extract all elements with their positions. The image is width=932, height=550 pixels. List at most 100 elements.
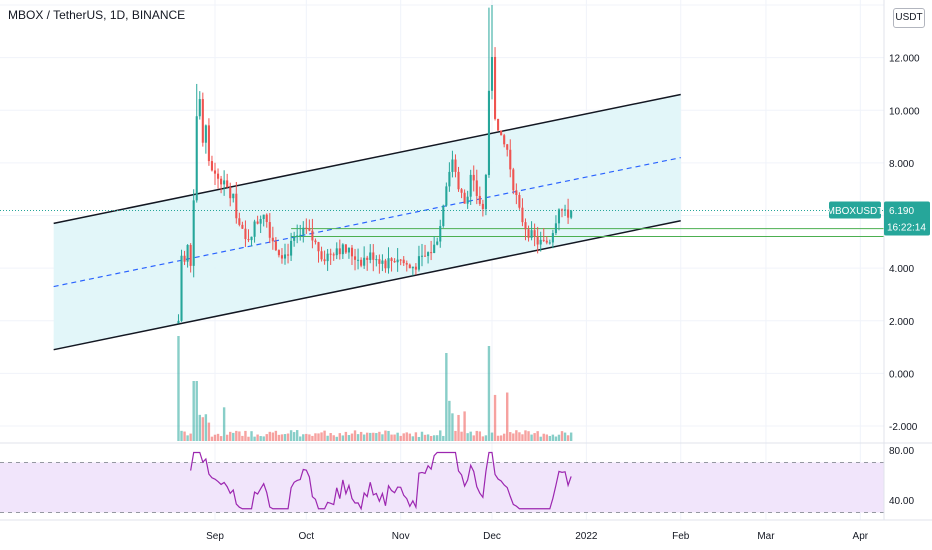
volume-bar bbox=[557, 434, 561, 441]
volume-bar bbox=[344, 431, 348, 441]
candle-body bbox=[548, 242, 551, 244]
volume-bar bbox=[445, 353, 448, 441]
volume-bar bbox=[569, 432, 573, 441]
candle-body bbox=[411, 266, 414, 269]
volume-bar bbox=[244, 430, 247, 441]
volume-bar bbox=[299, 436, 302, 441]
candle-body bbox=[244, 228, 247, 240]
candle-body bbox=[554, 223, 557, 234]
candle-body bbox=[527, 229, 530, 238]
volume-bar bbox=[235, 430, 238, 441]
candle-body bbox=[268, 222, 271, 238]
candle-body bbox=[420, 255, 424, 257]
candle-body bbox=[299, 234, 302, 236]
candle-body bbox=[399, 259, 402, 261]
channel-lower-line bbox=[53, 220, 681, 351]
volume-bar bbox=[372, 432, 375, 441]
volume-bar bbox=[274, 430, 278, 441]
candle-body bbox=[454, 159, 457, 172]
volume-bar bbox=[201, 417, 205, 441]
candle-body bbox=[350, 247, 354, 257]
volume-bar bbox=[229, 431, 232, 441]
rsi-tick-label: 40.00 bbox=[889, 496, 914, 507]
volume-bar bbox=[509, 432, 512, 441]
volume-bar bbox=[515, 430, 518, 441]
candle-body bbox=[274, 241, 277, 251]
candle-body bbox=[521, 207, 524, 223]
volume-bar bbox=[195, 381, 198, 441]
volume-bar bbox=[268, 431, 271, 441]
candle-body bbox=[360, 259, 363, 266]
candle-body bbox=[235, 193, 238, 219]
volume-bar bbox=[566, 435, 570, 441]
candle-body bbox=[524, 222, 527, 230]
price-tags: MBOXUSDT 6.190 16:22:14 bbox=[827, 201, 930, 236]
candle-body bbox=[378, 259, 381, 264]
candle-body bbox=[463, 192, 466, 204]
candle-body bbox=[177, 320, 180, 324]
price-tick-label: 12.000 bbox=[889, 54, 920, 65]
price-tick-label: 8.000 bbox=[889, 159, 914, 170]
currency-badge[interactable]: USDT bbox=[893, 8, 925, 28]
volume-bar bbox=[493, 394, 497, 441]
volume-bar bbox=[560, 431, 564, 441]
candle-body bbox=[375, 259, 378, 261]
candle-body bbox=[287, 254, 290, 256]
volume-bar bbox=[448, 400, 451, 441]
volume-bar bbox=[338, 433, 342, 441]
candle-body bbox=[518, 194, 521, 208]
candle-body bbox=[433, 244, 436, 254]
candle-body bbox=[423, 255, 427, 257]
volume-bar bbox=[198, 414, 201, 441]
candle-body bbox=[226, 180, 229, 188]
candle-body bbox=[408, 264, 411, 269]
candle-body bbox=[405, 263, 408, 265]
volume-bar bbox=[308, 434, 311, 441]
candle-body bbox=[220, 178, 223, 185]
volume-bar bbox=[399, 435, 402, 441]
volume-bar bbox=[390, 434, 393, 441]
candle-body bbox=[341, 244, 344, 255]
candle-body bbox=[293, 236, 296, 241]
volume-bar bbox=[247, 436, 250, 441]
candle-body bbox=[487, 90, 491, 175]
volume-bar bbox=[530, 434, 533, 441]
candle-body bbox=[247, 239, 250, 241]
candle-body bbox=[357, 259, 360, 261]
candle-body bbox=[460, 189, 463, 193]
candle-body bbox=[445, 186, 448, 206]
channel-midline bbox=[53, 157, 681, 288]
volume-bar bbox=[481, 436, 485, 441]
candle-body bbox=[427, 252, 430, 257]
volume-bar bbox=[439, 430, 442, 441]
volume-bar bbox=[265, 434, 268, 441]
volume-bar bbox=[238, 431, 241, 441]
candle-body bbox=[250, 236, 253, 241]
candlestick-series bbox=[177, 5, 573, 324]
volume-bar bbox=[512, 433, 515, 441]
volume-bar bbox=[384, 430, 387, 441]
candle-body bbox=[207, 125, 210, 162]
candle-body bbox=[369, 252, 372, 260]
volume-bar bbox=[454, 430, 457, 441]
volume-bar bbox=[442, 435, 445, 441]
candle-body bbox=[347, 247, 350, 253]
candle-body bbox=[536, 236, 539, 245]
volume-bar bbox=[332, 435, 335, 441]
volume-bar bbox=[499, 435, 503, 441]
volume-bar bbox=[329, 433, 332, 441]
volume-bar bbox=[314, 433, 317, 441]
candle-body bbox=[469, 174, 472, 197]
volume-bar bbox=[347, 435, 351, 441]
candle-body bbox=[506, 144, 509, 150]
volume-bar bbox=[232, 432, 235, 441]
volume-bar bbox=[253, 436, 256, 441]
candle-body bbox=[478, 195, 481, 204]
volume-bar bbox=[387, 430, 390, 441]
volume-bar bbox=[295, 430, 299, 441]
volume-bar bbox=[241, 435, 244, 441]
volume-bar bbox=[305, 433, 308, 441]
volume-bar bbox=[225, 434, 229, 441]
candle-body bbox=[271, 237, 274, 242]
